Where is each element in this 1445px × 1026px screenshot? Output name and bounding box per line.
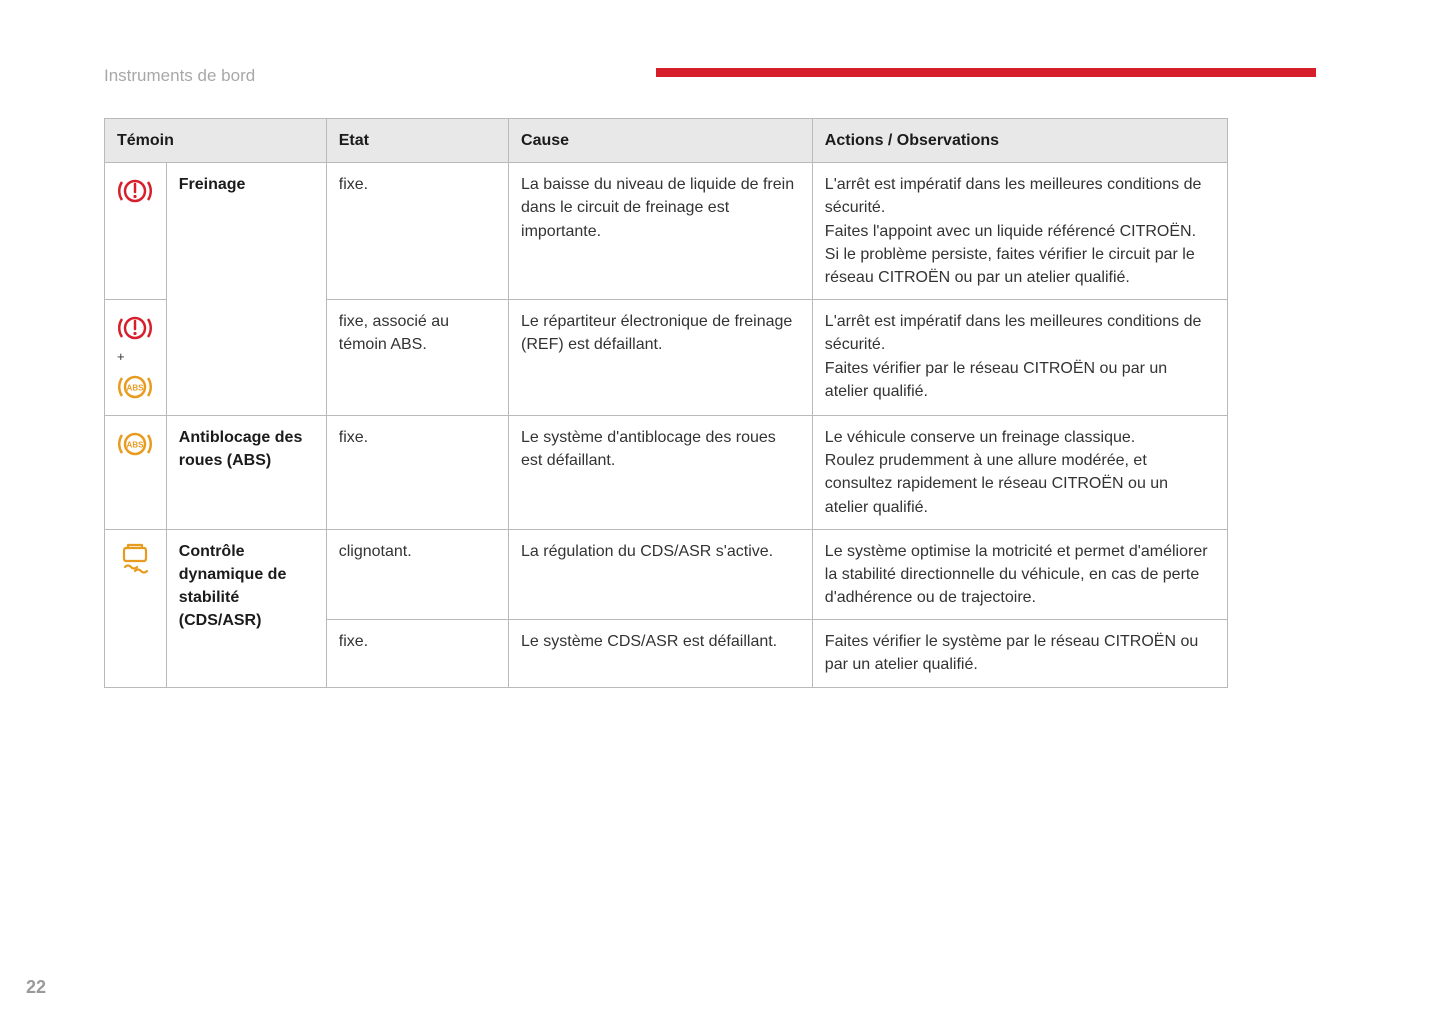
cause-cell: La baisse du niveau de liquide de frein … [509, 163, 813, 300]
cause-cell: La régulation du CDS/ASR s'active. [509, 529, 813, 620]
abs-warning-icon: ABS [117, 369, 153, 405]
icon-cell [105, 529, 167, 687]
section-title: Instruments de bord [104, 66, 255, 86]
warning-name: Antiblocage des roues (ABS) [166, 415, 326, 529]
col-actions: Actions / Observations [812, 119, 1227, 163]
table-row: Freinage fixe. La baisse du niveau de li… [105, 163, 1228, 300]
plus-sign: + [117, 348, 154, 367]
brake-warning-icon [117, 173, 153, 209]
cause-cell: Le répartiteur électronique de freinage … [509, 300, 813, 416]
action-cell: Le système optimise la motricité et perm… [812, 529, 1227, 620]
action-cell: L'arrêt est impératif dans les meilleure… [812, 163, 1227, 300]
action-cell: L'arrêt est impératif dans les meilleure… [812, 300, 1227, 416]
brake-warning-icon [117, 310, 153, 346]
icon-cell: ABS [105, 415, 167, 529]
page-number: 22 [26, 977, 46, 998]
etat-cell: fixe, associé au témoin ABS. [326, 300, 508, 416]
svg-text:ABS: ABS [127, 440, 145, 449]
cause-cell: Le système CDS/ASR est défaillant. [509, 620, 813, 687]
icon-cell [105, 163, 167, 300]
col-etat: Etat [326, 119, 508, 163]
etat-cell: fixe. [326, 415, 508, 529]
action-cell: Le véhicule conserve un freinage classiq… [812, 415, 1227, 529]
header-accent-bar [656, 68, 1316, 77]
etat-cell: fixe. [326, 163, 508, 300]
svg-text:ABS: ABS [127, 383, 145, 392]
warning-lights-table: Témoin Etat Cause Actions / Observations… [104, 118, 1228, 688]
etat-cell: clignotant. [326, 529, 508, 620]
table-row: ABS Antiblocage des roues (ABS) fixe. Le… [105, 415, 1228, 529]
col-cause: Cause [509, 119, 813, 163]
cause-cell: Le système d'antiblocage des roues est d… [509, 415, 813, 529]
table-row: Contrôle dynamique de stabilité (CDS/ASR… [105, 529, 1228, 620]
abs-warning-icon: ABS [117, 426, 153, 462]
icon-cell: + ABS [105, 300, 167, 416]
action-cell: Faites vérifier le système par le réseau… [812, 620, 1227, 687]
warning-name: Freinage [166, 163, 326, 416]
stability-control-icon [117, 540, 153, 576]
col-temoin: Témoin [105, 119, 327, 163]
table-header-row: Témoin Etat Cause Actions / Observations [105, 119, 1228, 163]
warning-name: Contrôle dynamique de stabilité (CDS/ASR… [166, 529, 326, 687]
etat-cell: fixe. [326, 620, 508, 687]
